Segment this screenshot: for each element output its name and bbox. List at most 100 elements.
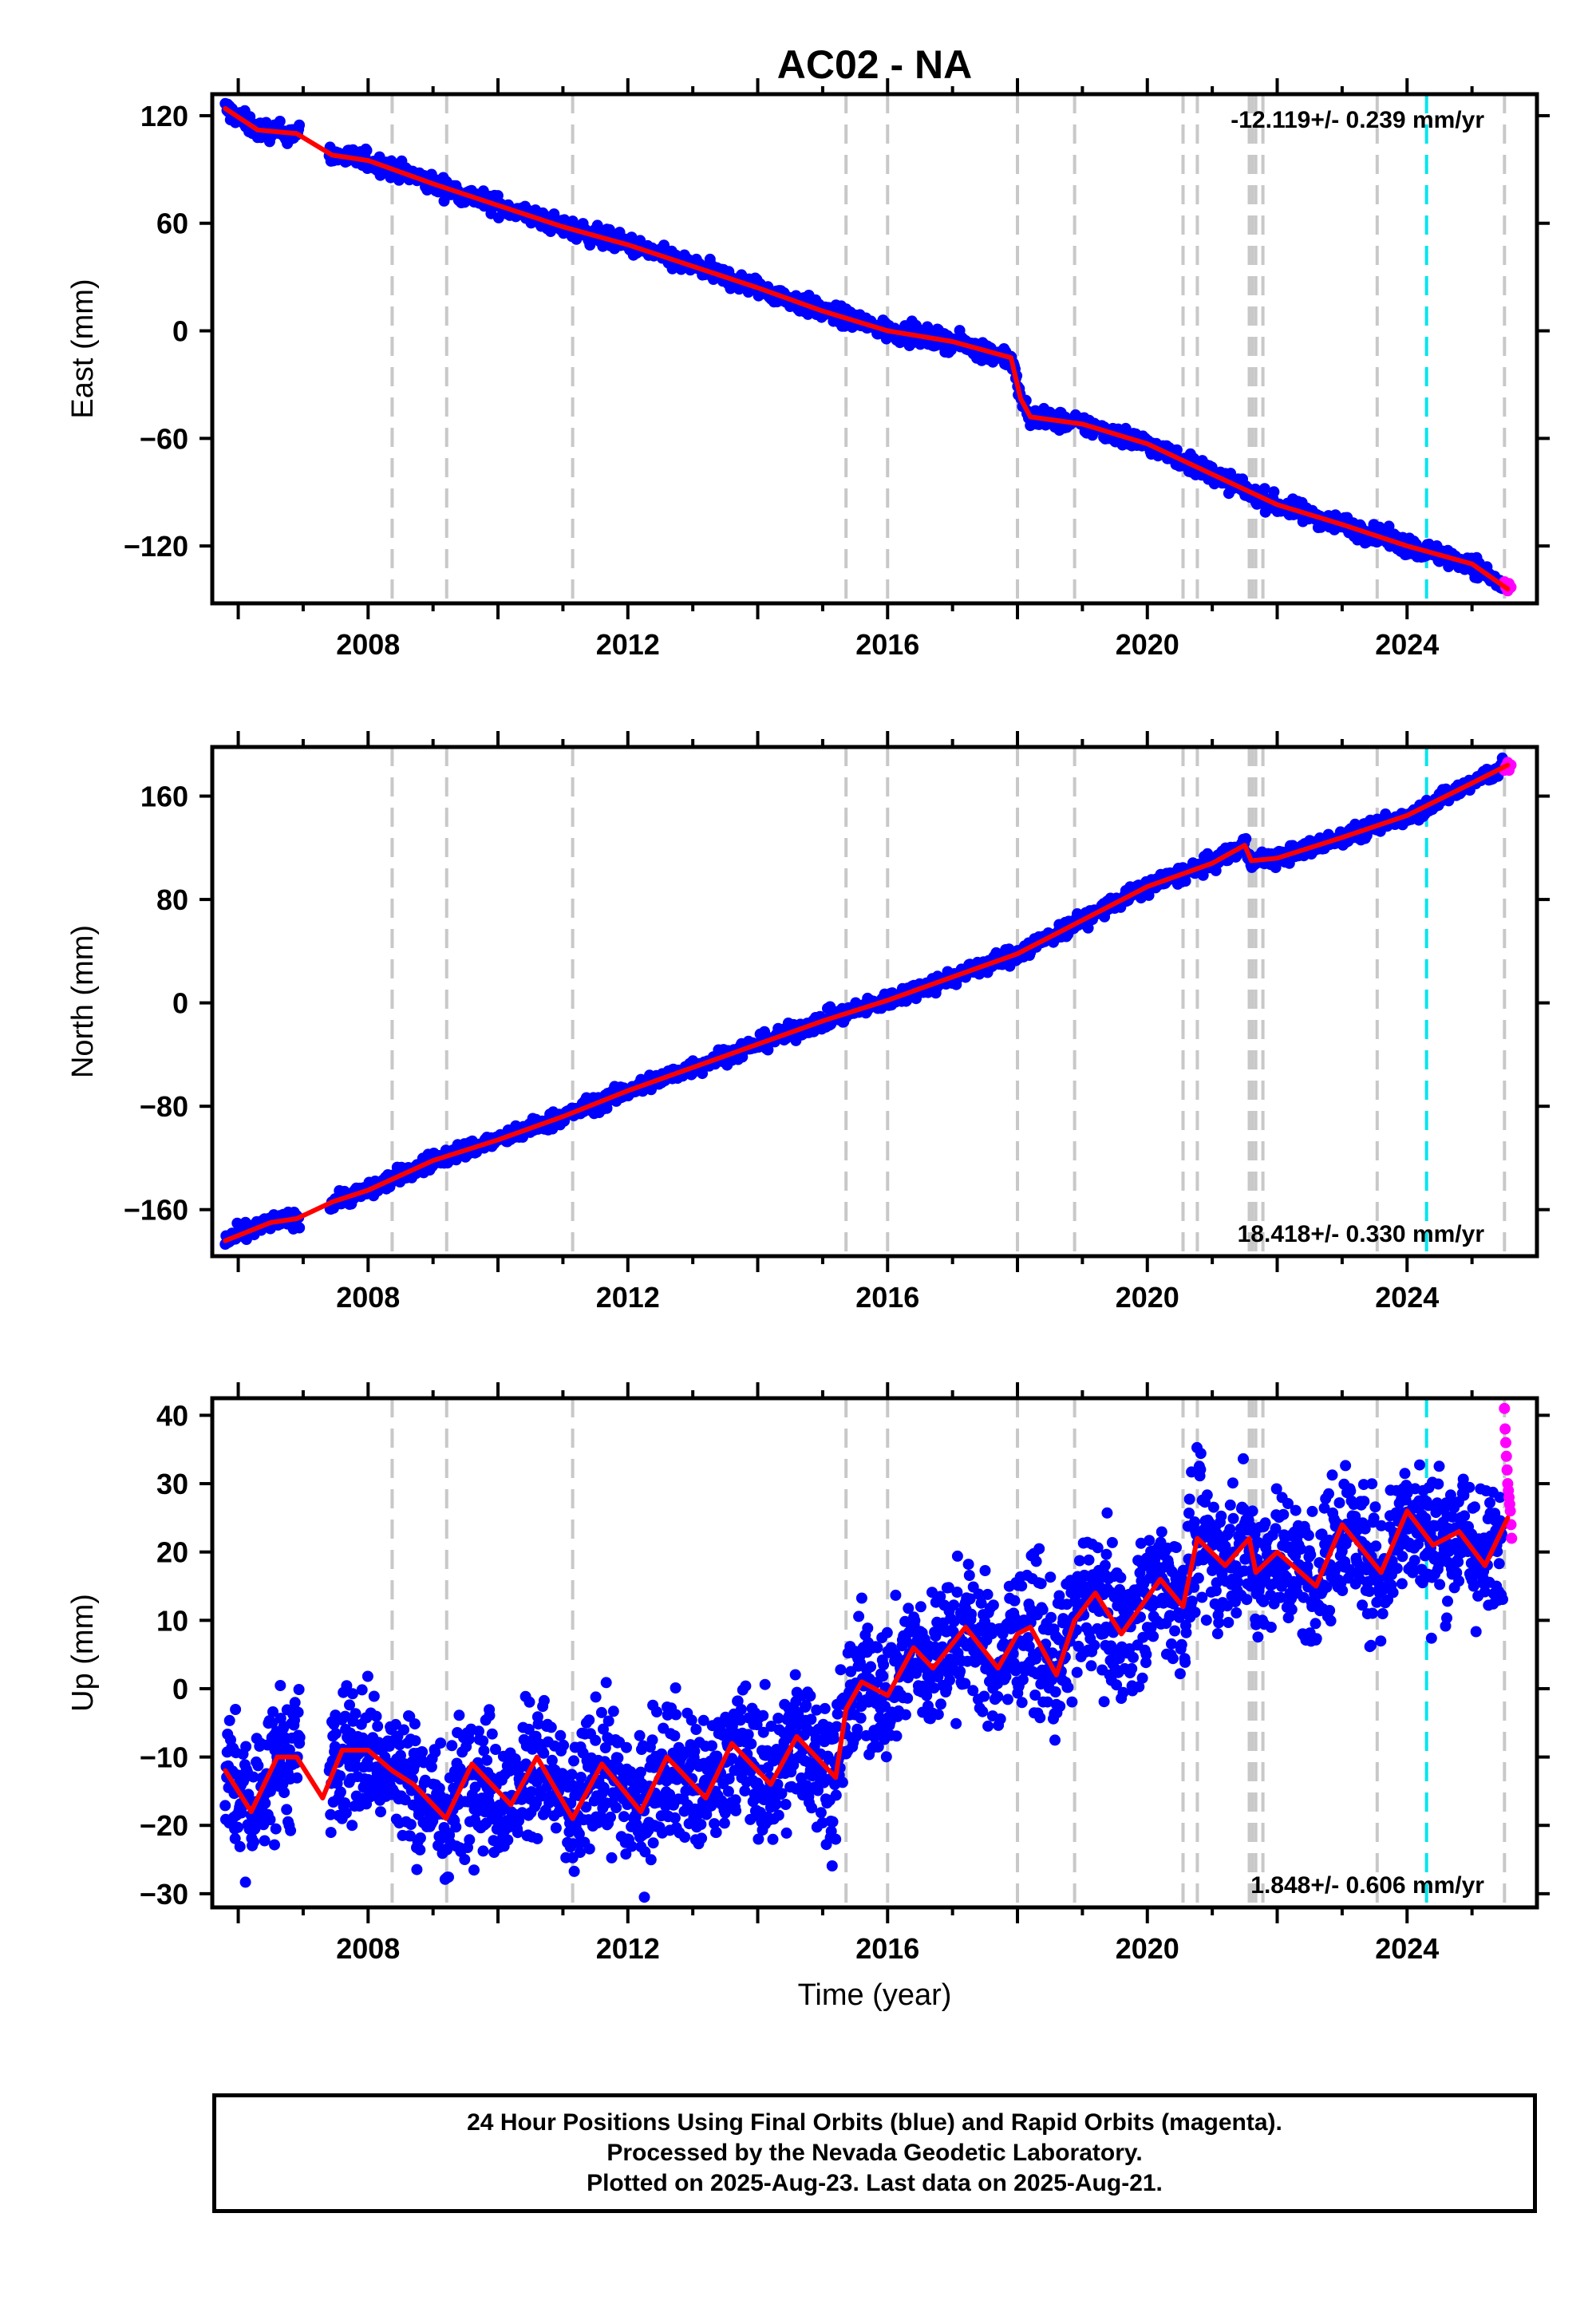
data-point (871, 1642, 883, 1654)
data-point (368, 1690, 380, 1702)
data-point (1140, 1649, 1152, 1660)
data-point (716, 1795, 728, 1807)
data-point (638, 1891, 650, 1903)
data-point (832, 1708, 843, 1720)
data-point (610, 1802, 622, 1814)
final-orbit-points (219, 97, 1508, 595)
data-point (881, 1626, 893, 1638)
data-point (767, 1833, 779, 1845)
final-orbit-points (219, 752, 1508, 1250)
data-point (443, 1871, 454, 1883)
data-point (695, 1819, 707, 1830)
data-point (1034, 1712, 1046, 1724)
data-point (772, 1809, 784, 1821)
data-point (281, 1804, 293, 1816)
data-point (853, 1611, 865, 1622)
y-tick-label: −120 (124, 530, 188, 563)
data-point (291, 1772, 303, 1784)
data-point (411, 1863, 423, 1875)
final-orbit-points (219, 1441, 1508, 1903)
data-point (1066, 1696, 1078, 1708)
data-point (962, 1559, 974, 1571)
data-point (757, 1709, 769, 1721)
data-point (453, 1709, 465, 1721)
y-tick-label: 120 (140, 100, 188, 132)
data-point (669, 1812, 681, 1824)
data-point (230, 1704, 242, 1715)
data-point (1037, 1603, 1049, 1615)
data-point (464, 1834, 476, 1846)
data-point (372, 1721, 384, 1732)
data-point (1115, 1571, 1127, 1583)
data-point (669, 1730, 681, 1741)
data-point (647, 1837, 659, 1849)
data-point (878, 1659, 890, 1670)
data-point (234, 1840, 246, 1852)
data-point (978, 1690, 990, 1702)
data-point (606, 1852, 618, 1863)
data-point (710, 1827, 722, 1838)
data-point (1083, 1554, 1095, 1566)
x-tick-label: 2016 (855, 628, 919, 661)
data-point (696, 1832, 708, 1844)
data-point (932, 1709, 944, 1721)
data-point (325, 1827, 337, 1839)
data-point (826, 1860, 838, 1871)
data-point (670, 1682, 681, 1694)
data-point (982, 1588, 994, 1600)
figure-title: AC02 - NA (777, 42, 972, 87)
data-point (223, 1714, 235, 1726)
data-point (446, 1740, 458, 1752)
data-point (294, 1222, 306, 1234)
data-point (855, 1592, 867, 1604)
data-point (865, 1661, 877, 1673)
data-point (279, 1787, 290, 1799)
data-point (830, 1789, 842, 1801)
data-point (992, 1690, 1004, 1702)
data-point (819, 1702, 831, 1714)
data-point (1049, 1686, 1061, 1697)
data-point (339, 1797, 351, 1809)
data-point (375, 1806, 386, 1818)
data-point (270, 1823, 282, 1835)
data-point (1045, 1611, 1057, 1623)
data-point (851, 1723, 863, 1735)
data-point (880, 1751, 892, 1763)
data-point (954, 1666, 966, 1678)
data-point (830, 1833, 842, 1845)
data-point (350, 1708, 361, 1720)
data-point (612, 1752, 624, 1764)
data-point (827, 1816, 839, 1828)
data-point (987, 1599, 999, 1611)
x-tick-label: 2012 (596, 628, 660, 661)
data-point (414, 1832, 426, 1844)
data-point (269, 1839, 280, 1851)
data-point (1033, 1543, 1045, 1555)
data-point (1049, 1734, 1061, 1746)
data-point (334, 1786, 346, 1798)
data-point (531, 1832, 543, 1844)
data-point (414, 1844, 426, 1856)
data-point (899, 1709, 911, 1721)
data-point (481, 1754, 493, 1766)
data-point (902, 1692, 914, 1704)
data-point (1171, 444, 1183, 456)
data-point (568, 1865, 580, 1877)
data-point (1373, 521, 1385, 533)
data-point (370, 1710, 382, 1722)
data-point (1206, 461, 1218, 473)
data-point (718, 1817, 730, 1829)
data-point (1240, 832, 1252, 844)
data-point (361, 144, 373, 156)
data-point (1136, 1672, 1148, 1684)
data-point (828, 1733, 839, 1745)
data-point (1098, 1696, 1110, 1708)
data-point (836, 1777, 848, 1788)
data-point (523, 1696, 535, 1708)
data-point (259, 1797, 271, 1809)
data-point (982, 1720, 994, 1732)
data-point (398, 1724, 409, 1736)
data-point (966, 1608, 978, 1620)
